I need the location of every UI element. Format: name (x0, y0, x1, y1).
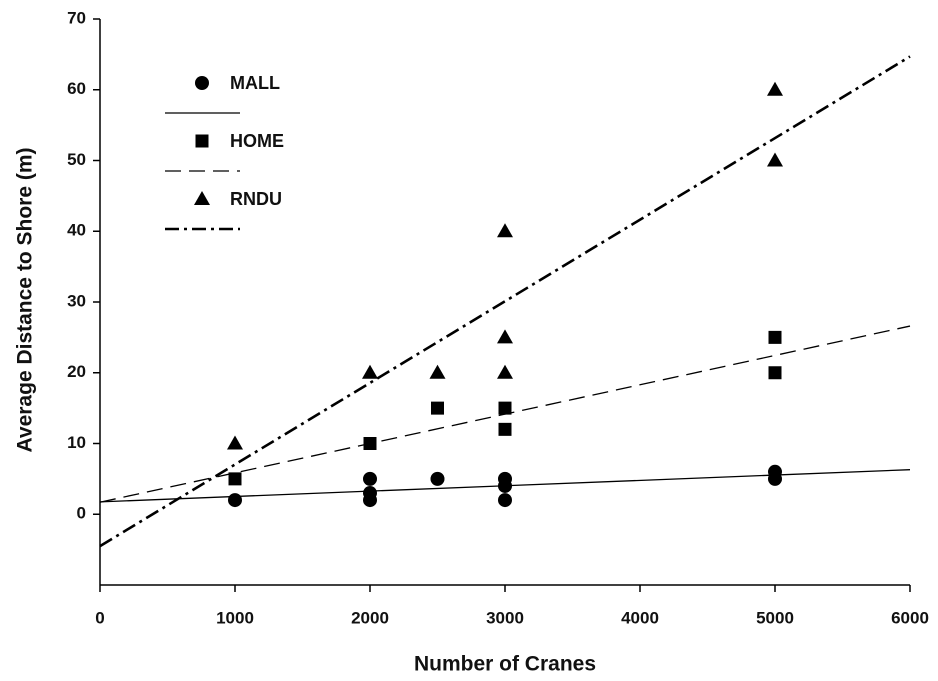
x-axis-title: Number of Cranes (414, 653, 596, 676)
data-point (498, 478, 512, 493)
y-tick-label: 50 (67, 150, 86, 169)
y-tick-label: 70 (67, 8, 86, 27)
data-point (768, 366, 782, 380)
data-point (768, 471, 782, 486)
data-point (430, 471, 445, 486)
fit-line (99, 55, 911, 548)
legend-marker (195, 76, 209, 90)
y-tick-label: 40 (67, 221, 86, 240)
x-tick-label: 1000 (216, 608, 254, 627)
x-tick-label: 6000 (891, 608, 929, 627)
data-point (497, 223, 513, 238)
legend-label: HOME (230, 131, 284, 151)
data-point (767, 152, 783, 167)
y-tick-label: 60 (67, 79, 86, 98)
x-tick-label: 4000 (621, 608, 659, 627)
legend-label: RNDU (230, 189, 282, 209)
data-point (498, 401, 512, 415)
y-tick-label: 30 (67, 291, 86, 310)
x-tick-label: 5000 (756, 608, 794, 627)
y-tick-label: 10 (67, 433, 86, 452)
data-point (497, 329, 513, 344)
data-point (228, 493, 242, 508)
legend-label: MALL (230, 73, 280, 93)
data-point (363, 471, 377, 486)
data-point (431, 401, 444, 415)
y-axis-title: Average Distance to Shore (m) (14, 148, 37, 453)
data-point (227, 435, 243, 450)
x-tick-label: 3000 (486, 608, 524, 627)
data-point (767, 81, 783, 96)
data-point (363, 437, 377, 450)
y-tick-label: 0 (77, 504, 86, 523)
data-point (768, 330, 782, 344)
legend-marker (195, 134, 209, 148)
data-point (498, 422, 512, 436)
x-tick-label: 2000 (351, 608, 389, 627)
legend-marker (194, 191, 210, 205)
data-point (363, 493, 377, 508)
data-point (497, 364, 513, 379)
data-point (362, 364, 378, 379)
data-point (429, 364, 446, 379)
x-tick-label: 0 (95, 608, 104, 627)
y-tick-label: 20 (67, 362, 86, 381)
data-point (228, 472, 242, 486)
data-point (498, 493, 512, 508)
